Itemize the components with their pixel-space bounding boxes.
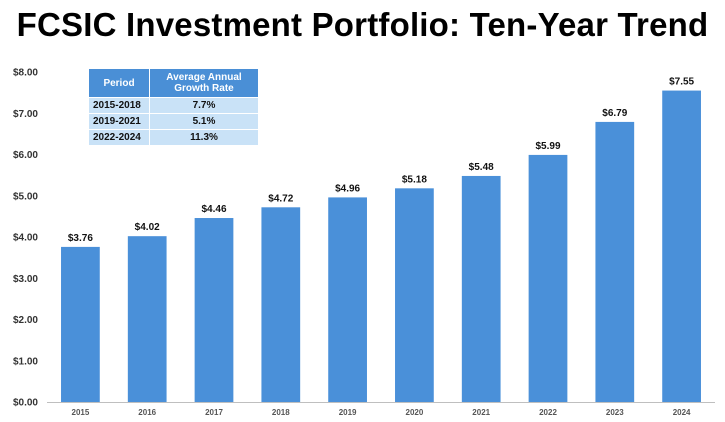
growth-table-rate: 7.7% — [149, 97, 259, 114]
growth-table-row: 2022-2024 11.3% — [88, 129, 259, 146]
data-label: $5.48 — [469, 162, 494, 173]
bar — [595, 121, 635, 402]
y-tick-label: $8.00 — [13, 68, 38, 79]
growth-table-header-period: Period — [88, 68, 150, 98]
growth-table-rate: 11.3% — [149, 129, 259, 146]
x-tick-label: 2022 — [539, 408, 557, 417]
growth-table-rate: 5.1% — [149, 113, 259, 130]
data-label: $5.99 — [535, 141, 560, 152]
y-axis: $0.00 $1.00 $2.00 $3.00 $4.00 $5.00 $6.00 $7.00… — [13, 68, 38, 409]
bar — [194, 218, 234, 402]
y-tick-label: $0.00 — [13, 398, 38, 409]
growth-table-period: 2022-2024 — [88, 129, 150, 146]
data-label: $3.76 — [68, 233, 93, 244]
y-tick-label: $3.00 — [13, 274, 38, 285]
x-tick-label: 2023 — [606, 408, 624, 417]
growth-rate-table: Period Average Annual Growth Rate 2015-2… — [88, 68, 259, 146]
x-tick-label: 2016 — [138, 408, 156, 417]
y-tick-label: $5.00 — [13, 191, 38, 202]
data-label: $6.79 — [602, 108, 627, 119]
y-tick-label: $7.00 — [13, 109, 38, 120]
bar — [61, 246, 100, 402]
data-label: $4.46 — [201, 204, 226, 215]
x-axis: 2015 2016 2017 2018 2019 2020 2021 2022 2023 2024 — [72, 408, 692, 417]
x-tick-label: 2015 — [72, 408, 90, 417]
growth-table-header-rate: Average Annual Growth Rate — [149, 68, 259, 98]
x-tick-label: 2017 — [205, 408, 223, 417]
x-tick-label: 2021 — [472, 408, 490, 417]
data-label: $5.18 — [402, 174, 427, 185]
data-label: $7.55 — [669, 77, 694, 88]
growth-table-period: 2015-2018 — [88, 97, 150, 114]
x-tick-label: 2019 — [339, 408, 357, 417]
y-tick-label: $2.00 — [13, 315, 38, 326]
bar-series — [61, 90, 701, 402]
growth-table-period: 2019-2021 — [88, 113, 150, 130]
data-label: $4.72 — [268, 193, 293, 204]
bar — [395, 188, 434, 402]
y-tick-label: $4.00 — [13, 233, 38, 244]
y-tick-label: $1.00 — [13, 356, 38, 367]
bar — [127, 236, 167, 402]
x-tick-label: 2018 — [272, 408, 290, 417]
x-tick-label: 2020 — [406, 408, 424, 417]
growth-table-header-row: Period Average Annual Growth Rate — [88, 68, 259, 98]
bar — [261, 207, 301, 402]
bar — [662, 90, 701, 402]
x-tick-label: 2024 — [673, 408, 691, 417]
data-labels: $3.76 $4.02 $4.46 $4.72 $4.96 $5.18 $5.48 $5.99… — [68, 77, 695, 244]
bar — [328, 197, 367, 402]
data-label: $4.02 — [135, 222, 160, 233]
growth-table-row: 2015-2018 7.7% — [88, 97, 259, 114]
growth-table-row: 2019-2021 5.1% — [88, 113, 259, 130]
bar — [461, 175, 501, 402]
chart-title: FCSIC Investment Portfolio: Ten-Year Tre… — [16, 6, 709, 43]
bar — [528, 154, 568, 402]
y-tick-label: $6.00 — [13, 150, 38, 161]
data-label: $4.96 — [335, 183, 360, 194]
